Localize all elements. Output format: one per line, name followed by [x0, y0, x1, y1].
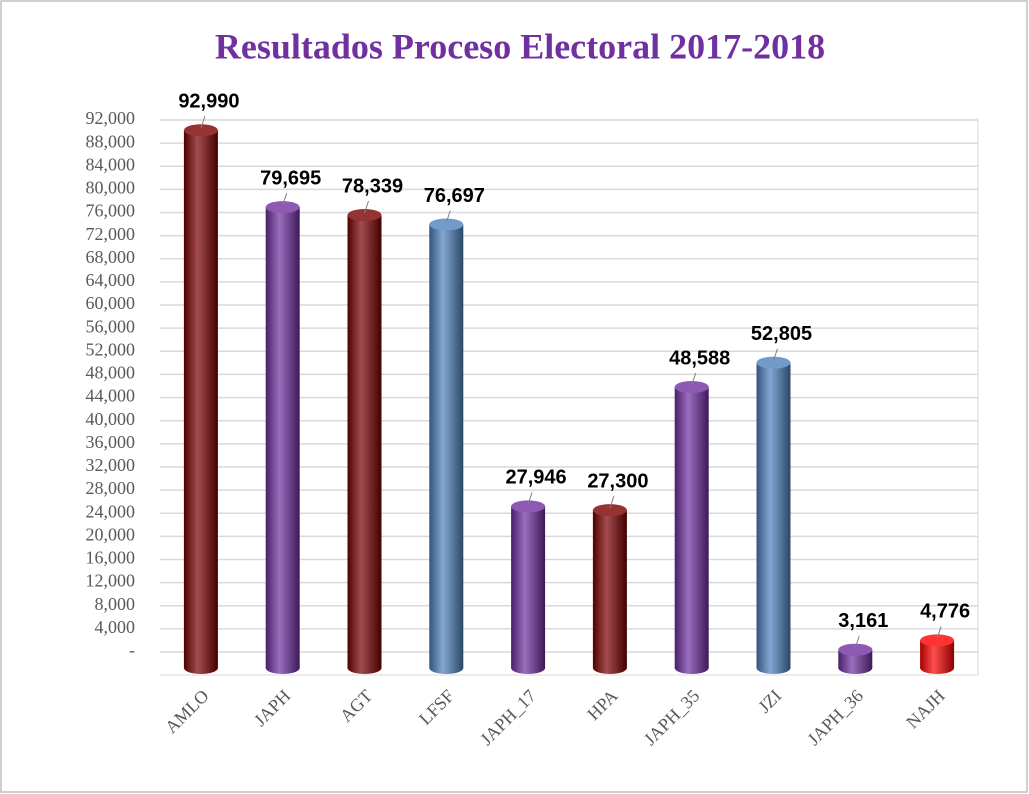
y-tick-label: 40,000 [86, 409, 136, 429]
bar [592, 510, 627, 668]
chart-title: Resultados Proceso Electoral 2017-2018 [215, 26, 825, 66]
leader-line [364, 200, 369, 214]
bar [429, 224, 464, 668]
leader-line [854, 635, 860, 648]
bar [511, 506, 546, 668]
leader-line [527, 492, 533, 505]
bar [347, 214, 382, 668]
value-label: 78,339 [342, 175, 403, 197]
bar-cap [183, 124, 218, 137]
y-tick-label: 88,000 [86, 131, 136, 151]
leader-line [691, 372, 697, 386]
leader-line [282, 192, 288, 206]
value-label: 52,805 [751, 323, 812, 345]
bar [756, 362, 791, 668]
value-label: 27,946 [506, 467, 567, 489]
bar-cap [756, 356, 791, 369]
value-label: 3,161 [838, 610, 888, 632]
y-tick-label: 32,000 [86, 455, 136, 475]
leader-line [445, 210, 451, 223]
y-tick-label: 16,000 [86, 548, 136, 568]
y-tick-label: 80,000 [86, 178, 136, 198]
y-tick-label: 52,000 [86, 339, 136, 359]
value-label: 4,776 [920, 601, 970, 623]
bar [183, 130, 218, 669]
y-tick-label: 92,000 [86, 108, 136, 128]
y-tick-label: 36,000 [86, 432, 136, 452]
y-tick-label: 24,000 [86, 501, 136, 521]
y-tick-label: 60,000 [86, 293, 136, 313]
bar-cap [674, 381, 709, 394]
y-tick-label: 44,000 [86, 386, 136, 406]
y-tick-label: - [129, 640, 135, 660]
bar-cap [347, 208, 382, 221]
y-tick-label: 28,000 [86, 478, 136, 498]
y-tick-label: 68,000 [86, 247, 136, 267]
bar-cap [429, 218, 464, 231]
value-label: 27,300 [587, 470, 648, 492]
value-label: 79,695 [260, 167, 321, 189]
value-label: 76,697 [424, 185, 485, 207]
y-tick-label: 64,000 [86, 270, 136, 290]
leader-line [200, 116, 206, 129]
bar-cap [265, 201, 300, 214]
y-tick-label: 84,000 [86, 154, 136, 174]
bar [265, 207, 300, 668]
bar-cap [920, 634, 955, 647]
leader-line [773, 348, 778, 361]
bar-cap [838, 643, 873, 656]
value-label: 48,588 [669, 347, 730, 369]
bar [674, 387, 709, 668]
y-tick-label: 48,000 [86, 363, 136, 383]
bar-cap [592, 504, 627, 517]
y-tick-label: 72,000 [86, 224, 136, 244]
bar-cap [511, 500, 546, 513]
value-label: 92,990 [178, 91, 239, 113]
y-tick-label: 12,000 [86, 571, 136, 591]
leader-line [936, 626, 942, 639]
y-tick-label: 4,000 [95, 617, 136, 637]
y-tick-label: 8,000 [95, 594, 136, 614]
y-tick-label: 76,000 [86, 201, 136, 221]
leader-line [609, 495, 615, 509]
y-tick-label: 20,000 [86, 524, 136, 544]
y-tick-label: 56,000 [86, 316, 136, 336]
